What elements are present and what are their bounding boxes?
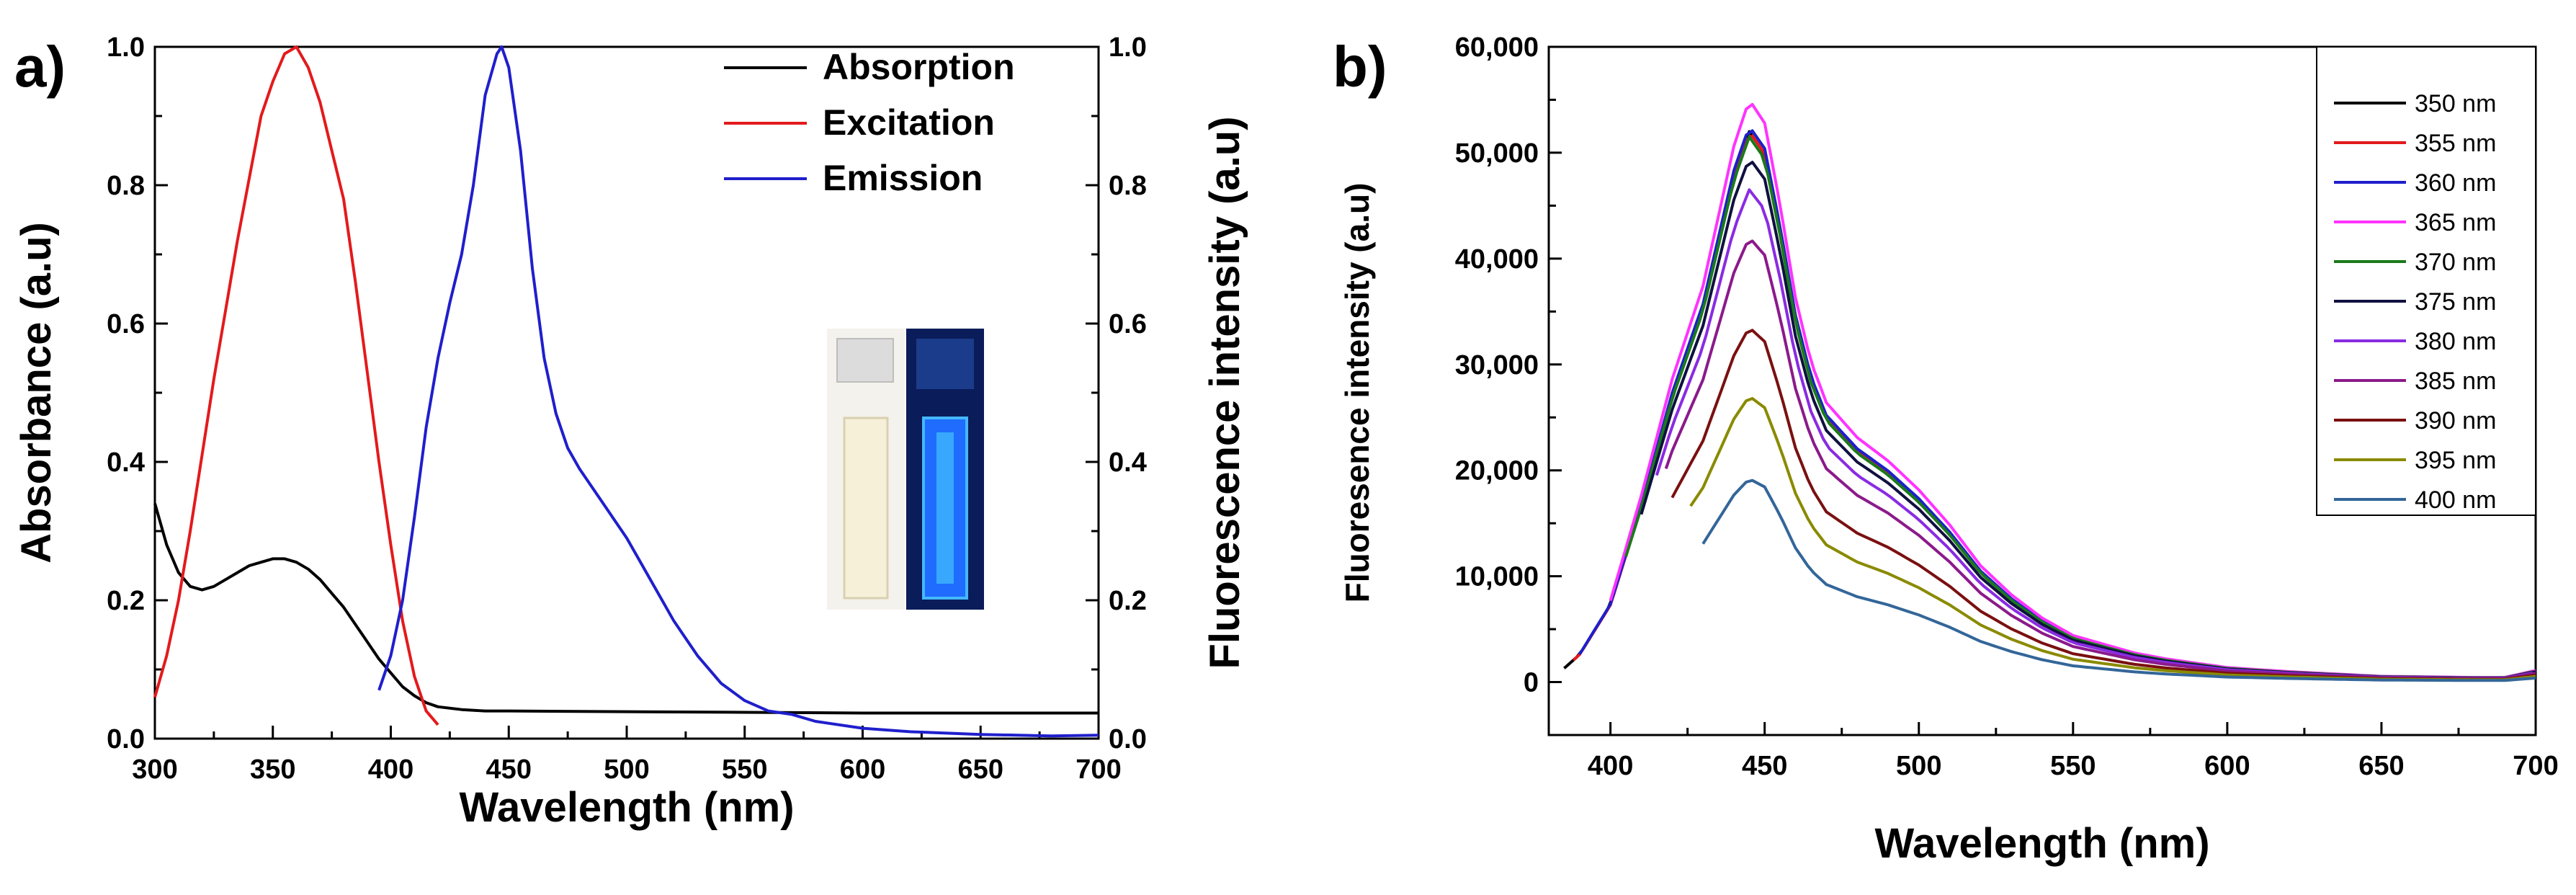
panel-b-series xyxy=(1563,102,2536,682)
legend-label: 390 nm xyxy=(2415,407,2496,435)
y2-tick-label: 0.4 xyxy=(1109,448,1147,478)
panel-b-x-axis-title: Wavelength (nm) xyxy=(1874,820,2209,867)
legend-label: 385 nm xyxy=(2415,368,2496,395)
x-tick-label: 650 xyxy=(2358,751,2404,781)
y-tick-label: 0.2 xyxy=(107,586,145,616)
y-tick-label: 0.4 xyxy=(107,448,145,478)
legend-label: 355 nm xyxy=(2415,130,2496,157)
y-tick-label: 60,000 xyxy=(1455,32,1539,63)
y-tick-label: 10,000 xyxy=(1455,562,1539,592)
x-tick-label: 500 xyxy=(1896,751,1941,781)
y-tick-label: 0 xyxy=(1524,668,1539,698)
legend-label-excitation: Excitation xyxy=(823,102,995,143)
legend-label-emission: Emission xyxy=(823,158,983,198)
panel-a-x-ticks: 300 350 400 450 500 550 600 650 700 xyxy=(132,726,1122,785)
x-tick-label: 700 xyxy=(2513,751,2558,781)
cuvette-photo-inset xyxy=(827,329,984,610)
x-tick-label: 550 xyxy=(722,754,767,785)
y-tick-label: 0.6 xyxy=(107,309,145,339)
y-tick-label: 30,000 xyxy=(1455,350,1539,380)
y2-tick-label: 1.0 xyxy=(1109,32,1147,63)
y-tick-label: 0.8 xyxy=(107,171,145,201)
panel-a-series xyxy=(153,45,1099,738)
panel-a-x-axis-title: Wavelength (nm) xyxy=(459,784,794,831)
legend-box xyxy=(2316,46,2536,516)
y-tick-label: 1.0 xyxy=(107,32,145,63)
legend-label: 375 nm xyxy=(2415,288,2496,316)
panel-b-label: b) xyxy=(1333,35,1387,99)
panel-b-y-axis-title: Fluoresence intensity (a.u) xyxy=(1338,183,1376,603)
series-line-400-nm xyxy=(1701,478,2536,682)
x-tick-label: 400 xyxy=(1588,751,1633,781)
y2-tick-label: 0.8 xyxy=(1109,171,1147,201)
legend-label: 380 nm xyxy=(2415,328,2496,355)
x-tick-label: 700 xyxy=(1075,754,1121,785)
x-tick-label: 600 xyxy=(2204,751,2250,781)
y-tick-label: 0.0 xyxy=(107,724,145,754)
legend-label: 365 nm xyxy=(2415,209,2496,236)
x-tick-label: 350 xyxy=(250,754,295,785)
series-line-absorption xyxy=(153,503,1099,715)
x-tick-label: 550 xyxy=(2050,751,2096,781)
y-tick-label: 20,000 xyxy=(1455,456,1539,486)
legend-label-absorption: Absorption xyxy=(823,47,1015,87)
panel-a: a) 300 350 400 450 500 550 600 650 700 0.0 0.2 0.4… xyxy=(13,32,1248,831)
legend-label: 400 nm xyxy=(2415,486,2496,514)
panel-a-label: a) xyxy=(14,35,66,99)
panel-a-y-axis-title: Absorbance (a.u) xyxy=(13,222,60,564)
x-tick-label: 300 xyxy=(132,754,177,785)
series-line-excitation xyxy=(153,45,439,726)
y2-tick-label: 0.6 xyxy=(1109,309,1147,339)
panel-b-legend: 350 nm 355 nm 360 nm 365 nm 370 nm 375 nm 380 … xyxy=(2316,46,2536,516)
x-tick-label: 500 xyxy=(604,754,649,785)
panel-b-x-ticks: 400 450 500 550 600 650 700 xyxy=(1588,722,2559,781)
x-tick-label: 650 xyxy=(958,754,1003,785)
y2-tick-label: 0.0 xyxy=(1109,724,1147,754)
panel-a-y-ticks: 0.0 0.2 0.4 0.6 0.8 1.0 xyxy=(107,32,168,754)
legend-label: 395 nm xyxy=(2415,447,2496,474)
x-tick-label: 450 xyxy=(486,754,532,785)
x-tick-label: 450 xyxy=(1742,751,1787,781)
y-tick-label: 50,000 xyxy=(1455,138,1539,169)
legend-label: 370 nm xyxy=(2415,249,2496,276)
legend-label: 350 nm xyxy=(2415,90,2496,117)
panel-b-y-ticks: 0 10,000 20,000 30,000 40,000 50,000 60,000 xyxy=(1455,32,1562,698)
legend-label: 360 nm xyxy=(2415,169,2496,197)
panel-a-legend: Absorption Excitation Emission xyxy=(724,47,1015,198)
panel-a-y2-axis-title: Fluorescence intensity (a.u) xyxy=(1202,116,1248,669)
y-tick-label: 40,000 xyxy=(1455,244,1539,275)
panel-b: b) 400 450 500 550 600 650 700 0 10,000 20,000 30… xyxy=(1333,32,2559,867)
y2-tick-label: 0.2 xyxy=(1109,586,1147,616)
panel-a-y2-ticks: 0.0 0.2 0.4 0.6 0.8 1.0 xyxy=(1086,32,1147,754)
x-tick-label: 600 xyxy=(840,754,885,785)
x-tick-label: 400 xyxy=(368,754,413,785)
series-line-emission xyxy=(377,45,1099,738)
